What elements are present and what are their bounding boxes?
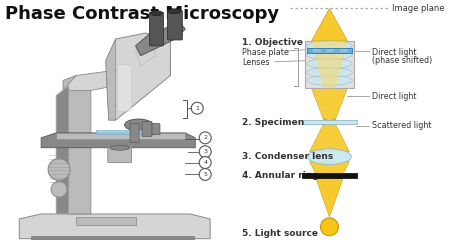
Bar: [56, 133, 185, 139]
Circle shape: [320, 218, 338, 236]
Polygon shape: [63, 76, 91, 214]
FancyBboxPatch shape: [130, 124, 139, 142]
Ellipse shape: [307, 76, 352, 86]
FancyBboxPatch shape: [118, 65, 132, 111]
Polygon shape: [106, 39, 116, 120]
FancyBboxPatch shape: [305, 41, 354, 88]
Ellipse shape: [168, 9, 181, 14]
Text: 4. Annular ring: 4. Annular ring: [242, 171, 319, 180]
FancyBboxPatch shape: [152, 124, 160, 134]
Ellipse shape: [110, 145, 129, 150]
Bar: [302, 120, 357, 124]
FancyBboxPatch shape: [108, 147, 132, 162]
Circle shape: [199, 157, 211, 168]
Ellipse shape: [151, 11, 163, 16]
Bar: [76, 217, 136, 225]
Text: Phase Contrast Microscopy: Phase Contrast Microscopy: [5, 5, 280, 23]
Text: Image plane: Image plane: [392, 4, 445, 13]
Text: Scattered light: Scattered light: [372, 122, 432, 130]
FancyBboxPatch shape: [149, 12, 164, 46]
Text: 5. Light source: 5. Light source: [242, 229, 318, 238]
Text: 3: 3: [203, 149, 207, 154]
Bar: [31, 236, 195, 240]
Circle shape: [199, 146, 211, 158]
Bar: [96, 130, 155, 134]
Bar: [301, 173, 357, 178]
Polygon shape: [56, 86, 69, 214]
Text: 2: 2: [203, 135, 207, 140]
Ellipse shape: [307, 50, 352, 60]
Polygon shape: [136, 33, 155, 66]
Circle shape: [199, 168, 211, 180]
Polygon shape: [41, 133, 195, 148]
Ellipse shape: [125, 119, 153, 131]
Polygon shape: [310, 162, 349, 173]
Text: Direct light: Direct light: [372, 48, 417, 57]
Polygon shape: [106, 33, 170, 120]
Circle shape: [199, 132, 211, 144]
Text: 2. Specimen: 2. Specimen: [242, 118, 304, 126]
Text: Direct light: Direct light: [372, 92, 417, 101]
Bar: [327, 49, 335, 52]
Polygon shape: [63, 63, 170, 90]
Text: 4: 4: [203, 160, 207, 165]
Circle shape: [191, 102, 203, 114]
Bar: [312, 49, 320, 52]
FancyBboxPatch shape: [167, 10, 182, 40]
Bar: [307, 48, 352, 53]
Ellipse shape: [51, 181, 67, 197]
Text: (phase shifted): (phase shifted): [372, 56, 432, 65]
Polygon shape: [19, 214, 210, 239]
Text: 1: 1: [195, 106, 199, 111]
Text: Phase plate: Phase plate: [242, 48, 289, 57]
Ellipse shape: [308, 149, 351, 164]
Text: 3. Condenser lens: 3. Condenser lens: [242, 152, 333, 161]
Polygon shape: [311, 88, 347, 122]
Ellipse shape: [307, 68, 352, 78]
Polygon shape: [311, 8, 347, 41]
Ellipse shape: [307, 59, 352, 69]
Bar: [340, 49, 348, 52]
FancyBboxPatch shape: [142, 122, 152, 136]
Polygon shape: [311, 41, 347, 88]
Polygon shape: [136, 23, 185, 56]
Text: Lenses: Lenses: [242, 58, 270, 67]
Polygon shape: [310, 122, 349, 152]
Polygon shape: [316, 177, 343, 217]
Ellipse shape: [307, 41, 352, 51]
Ellipse shape: [48, 159, 70, 180]
Text: 1. Objective: 1. Objective: [242, 38, 303, 47]
Text: 5: 5: [203, 172, 207, 177]
